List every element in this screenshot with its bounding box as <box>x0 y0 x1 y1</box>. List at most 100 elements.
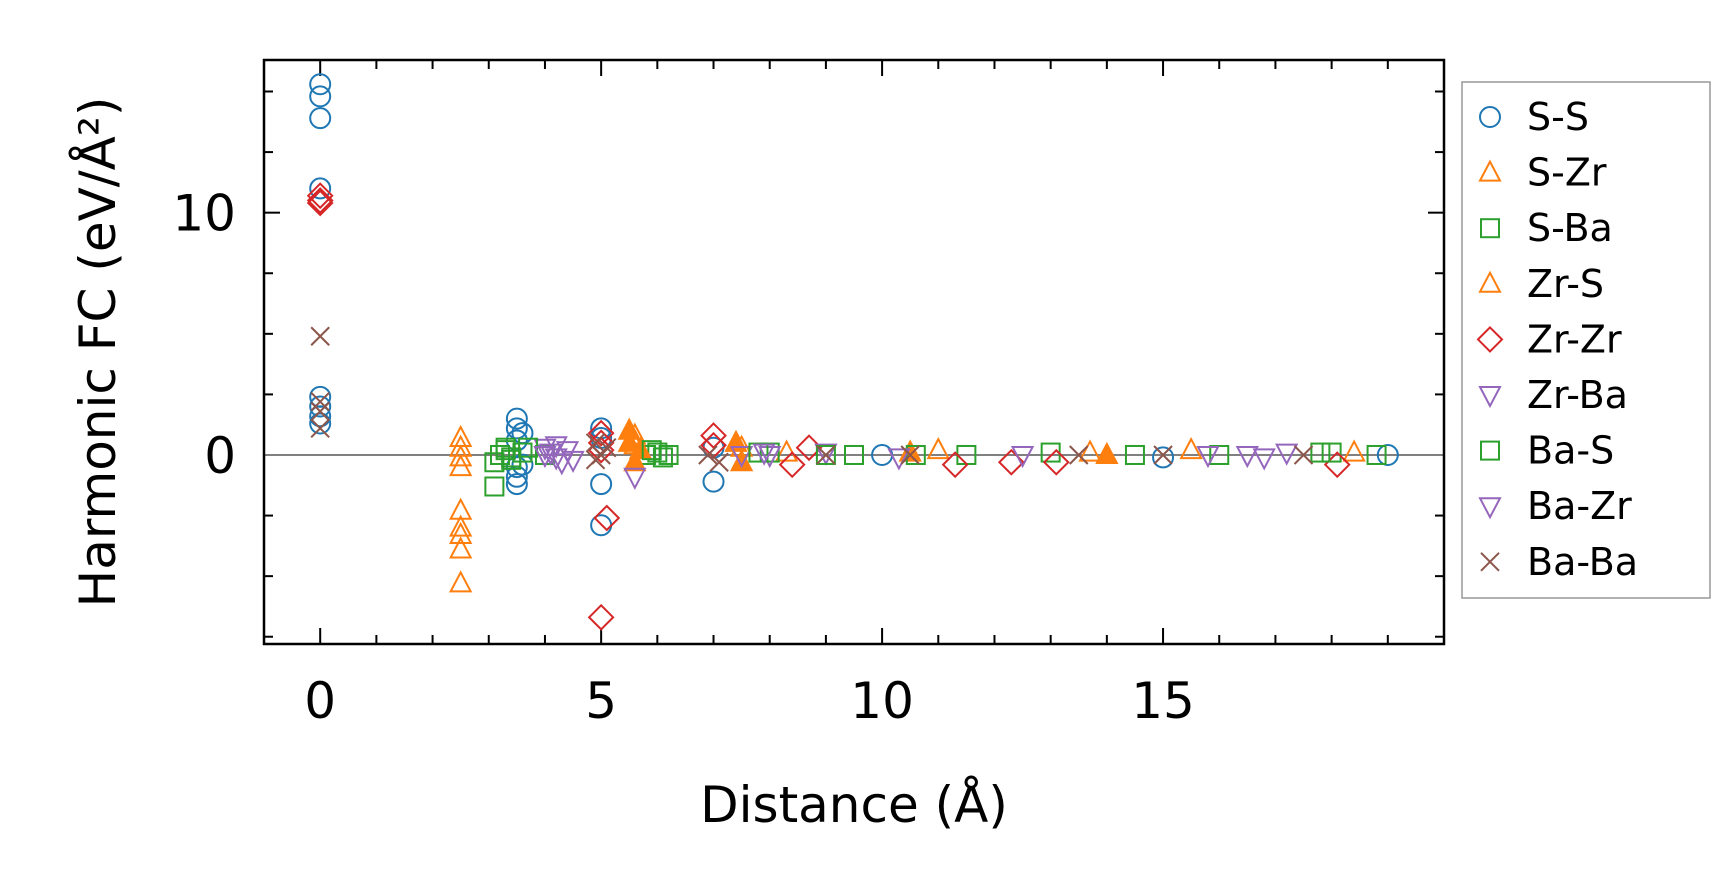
legend-label-zr-ba: Zr-Ba <box>1527 373 1628 417</box>
point-s-s <box>309 177 332 200</box>
point-s-s <box>309 412 332 435</box>
data-points <box>306 73 1399 631</box>
x-tick-labels: 0 5 10 15 <box>304 672 1195 730</box>
point-zr-s <box>898 439 922 462</box>
point-s-s <box>590 473 613 496</box>
x-axis-label: Distance (Å) <box>700 776 1008 834</box>
point-s-s <box>702 470 725 493</box>
tick-marks <box>263 60 1445 644</box>
legend-marker-ba-zr <box>1478 497 1502 520</box>
point-s-s <box>505 407 528 430</box>
point-zr-ba <box>729 445 754 469</box>
point-s-s <box>505 417 528 440</box>
x-tick-label: 5 <box>585 672 617 730</box>
point-ba-ba <box>585 433 606 453</box>
point-s-s <box>1152 446 1175 469</box>
point-s-zr <box>1342 439 1366 462</box>
point-s-zr <box>774 439 799 462</box>
point-s-zr <box>1078 439 1102 462</box>
legend-frame <box>1461 81 1711 599</box>
legend-label-ba-s: Ba-S <box>1527 429 1614 473</box>
point-s-zr <box>449 453 473 477</box>
point-ba-s <box>815 444 836 465</box>
point-ba-zr <box>887 448 911 471</box>
point-ba-s <box>641 440 662 461</box>
point-ba-s <box>495 440 516 461</box>
point-ba-s <box>1124 444 1145 465</box>
point-ba-zr <box>1252 448 1276 471</box>
y-axis-label: Harmonic FC (eV/Å²) <box>69 97 127 608</box>
point-s-s <box>1376 443 1399 466</box>
point-s-s <box>309 73 332 96</box>
legend-label-ba-zr: Ba-Zr <box>1527 484 1632 528</box>
x-tick-label: 15 <box>1131 672 1195 730</box>
point-s-ba <box>512 442 533 463</box>
point-ba-ba <box>709 452 729 472</box>
point-s-ba <box>1366 444 1387 465</box>
point-ba-zr <box>752 443 776 466</box>
point-zr-ba <box>550 453 574 476</box>
point-zr-zr <box>306 182 334 210</box>
legend-marker-zr-zr <box>1476 325 1504 353</box>
point-s-ba <box>484 452 505 473</box>
legend-marker-s-ba <box>1480 218 1500 239</box>
point-ba-ba <box>900 445 920 465</box>
point-ba-zr <box>544 436 568 459</box>
point-zr-ba <box>544 448 568 471</box>
x-tick-label: 0 <box>304 672 336 730</box>
point-s-ba <box>484 476 505 497</box>
point-zr-ba <box>623 467 647 490</box>
y-tick-labels: 0 10 <box>172 185 236 485</box>
point-ba-ba <box>1293 445 1314 465</box>
point-s-zr <box>449 514 473 537</box>
legend-label-s-zr: S-Zr <box>1527 151 1607 195</box>
legend-marker-ba-s <box>1480 440 1500 461</box>
point-zr-zr <box>587 603 615 631</box>
point-s-ba <box>1040 442 1061 463</box>
legend-marker-zr-ba <box>1478 386 1502 409</box>
plot-frame <box>262 58 1446 646</box>
point-zr-zr <box>306 189 334 217</box>
point-s-ba <box>844 444 864 465</box>
point-ba-ba <box>816 445 836 465</box>
point-ba-ba <box>310 326 330 346</box>
point-s-zr <box>449 536 473 559</box>
legend-label-zr-s: Zr-S <box>1527 262 1604 306</box>
point-ba-ba <box>310 401 330 422</box>
point-s-ba <box>658 444 679 465</box>
point-zr-ba <box>1235 445 1259 469</box>
point-ba-ba <box>1153 445 1173 465</box>
point-s-zr <box>449 521 473 544</box>
point-zr-s <box>617 429 641 452</box>
point-zr-s <box>1095 441 1119 464</box>
legend-label-s-s: S-S <box>1527 95 1589 139</box>
point-ba-ba <box>698 445 718 465</box>
point-ba-ba <box>310 391 330 412</box>
legend-marker-s-zr <box>1478 159 1502 182</box>
point-ba-zr <box>533 445 557 469</box>
legend-marker-ba-ba <box>1480 552 1500 572</box>
point-s-s <box>309 405 332 428</box>
point-s-zr <box>926 436 950 460</box>
point-s-s <box>511 453 534 476</box>
point-s-s <box>309 107 332 130</box>
point-zr-ba <box>1010 445 1035 469</box>
point-zr-zr <box>700 422 727 450</box>
point-zr-ba <box>758 445 782 469</box>
legend-marker-s-s <box>1479 106 1501 128</box>
legend-label-s-ba: S-Ba <box>1527 206 1613 250</box>
point-zr-s <box>628 436 653 460</box>
point-ba-ba <box>1069 445 1089 465</box>
y-tick-label: 10 <box>172 185 236 243</box>
x-tick-label: 10 <box>850 672 914 730</box>
point-zr-zr <box>778 451 806 479</box>
point-zr-zr <box>593 504 621 532</box>
point-s-zr <box>1179 436 1203 460</box>
legend-label-ba-ba: Ba-Ba <box>1527 540 1638 584</box>
point-zr-zr <box>587 419 615 447</box>
point-ba-s <box>1310 442 1331 463</box>
legend-marker-zr-s <box>1478 270 1502 293</box>
point-s-s <box>309 395 332 418</box>
point-ba-ba <box>597 438 617 458</box>
